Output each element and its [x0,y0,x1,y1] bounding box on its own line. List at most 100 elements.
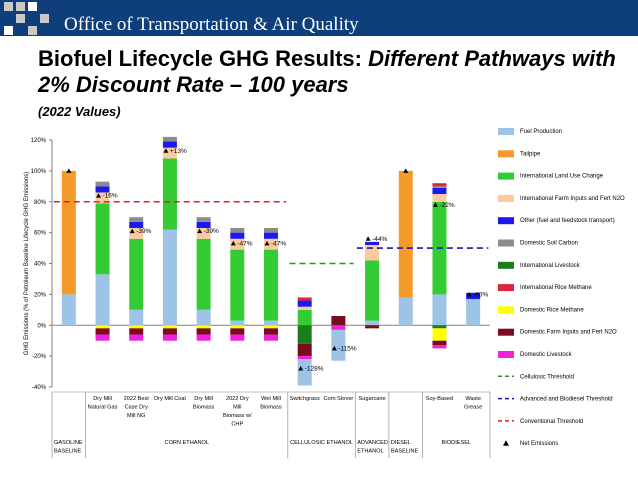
bar-segment [297,359,312,386]
net-emission-marker [197,228,203,234]
group-label: CORN ETHANOL [165,440,209,446]
bar-segment [264,227,278,233]
bar-segment [264,232,278,239]
group-label: CELLULOSIC ETHANOL [290,440,353,446]
net-emission-marker [129,228,135,234]
slide-title-italic: Different Pathways with 2% Discount Rate… [38,46,616,97]
legend-label: Domestic Livestock [520,352,573,358]
bar-segment [331,329,346,361]
bar-segment [365,260,380,321]
legend-swatch [498,172,514,180]
net-emission-label: -39% [136,228,151,235]
bar-segment [129,238,144,310]
legend-label: International Land Use Change [520,174,604,180]
bar-segment [297,297,312,301]
legend-swatch [498,128,514,135]
bar-segment [432,328,447,341]
bar-segment [432,194,447,202]
header-banner [0,0,638,36]
bar-segment [129,309,144,326]
group-label: GASOLINE BASELINE [54,440,83,455]
banner-square-decoration [16,14,25,23]
group-label: ADVANCED ETHANOL [357,440,388,455]
slide-title-plain: Biofuel Lifecycle GHG Results: [38,46,369,71]
bar-segment [196,217,211,222]
legend-swatch [498,217,514,225]
legend-swatch [498,194,514,202]
category-label: Dry Mill Natural Gas [88,396,118,411]
legend-swatch [498,351,514,358]
bar-segment [162,147,177,159]
legend-swatch [498,284,514,292]
category-label: Corn Stover [323,396,353,402]
y-tick-label: 40% [34,262,47,268]
bar-segment [95,181,110,187]
bar-segment [230,238,245,250]
bar-segment [196,227,211,239]
legend-label: Domestic Rice Methane [520,307,584,313]
net-emission-marker [331,345,337,351]
net-emission-label: +13% [170,148,187,155]
bar-segment [162,325,177,329]
net-emission-marker [66,168,72,173]
banner-square-decoration [28,2,37,11]
banner-title: Office of Transportation & Air Quality [64,14,359,35]
net-emission-label: -16% [103,193,118,200]
banner-square-decoration [16,2,25,11]
bar-segment [466,299,481,326]
legend-label: Net Emissions [520,441,558,447]
category-label: Dry Mill Biomass [193,396,215,411]
category-label: Wet Mill Biomass [260,396,282,411]
net-emission-label: -47% [237,240,252,247]
bar-segment [331,315,346,326]
bar-segment [196,325,211,329]
bar-segment [432,345,447,349]
y-tick-label: -20% [32,354,47,360]
bar-segment [432,340,447,346]
group-label: BIODIESEL [442,440,472,446]
bar-segment [297,343,312,357]
legend-label: Fuel Production [520,129,562,135]
y-axis-label: GHG Emissions (% of Petroleum Baseline L… [24,172,30,355]
bar-segment [162,229,177,326]
category-label: Sugarcane [359,396,386,402]
bar-segment [129,217,144,222]
bar-segment [162,158,177,230]
legend-label: Domestic Farm Inputs and Fert N2O [520,330,617,336]
bar-segment [129,221,144,228]
net-emission-marker [365,236,371,241]
legend-label: International Livestock [520,263,581,269]
category-label: 2022 Dry Mill Biomass w/CHP [223,396,252,428]
bar-segment [95,325,110,329]
category-label: Soy-Based [426,396,453,402]
bar-segment [230,227,245,233]
bar-segment [230,334,245,341]
y-tick-label: 20% [34,292,47,298]
net-emission-label: -22% [439,202,454,209]
bar-segment [129,227,144,239]
banner-square-decoration [4,26,13,35]
bar-segment [95,192,110,204]
bar-segment [466,292,481,300]
bar-segment [196,328,211,335]
legend-label: Domestic Soil Carbon [520,241,578,247]
bar-segment [129,334,144,341]
bar-segment [196,238,211,310]
legend-label: Conventional Threshold [520,419,583,425]
y-tick-label: 0% [37,323,46,329]
legend-label: International Rice Methane [520,285,592,291]
bar-segment [264,238,278,250]
legend-label: Other (fuel and feedstock transport) [520,218,615,224]
legend-label: Cellulosic Threshold [520,374,574,380]
bar-segment [95,328,110,335]
bar-segment [297,356,312,360]
banner-square-decoration [28,26,37,35]
bar-segment [129,328,144,335]
bar-segment [432,325,447,329]
legend-label: International Farm Inputs and Fert N2O [520,196,625,202]
category-label: Switchgrass [290,396,320,402]
y-tick-label: 60% [34,231,47,237]
net-emission-label: -80% [473,291,488,298]
net-emission-marker [432,202,438,207]
slide-subtitle: (2022 Values) [38,104,121,119]
